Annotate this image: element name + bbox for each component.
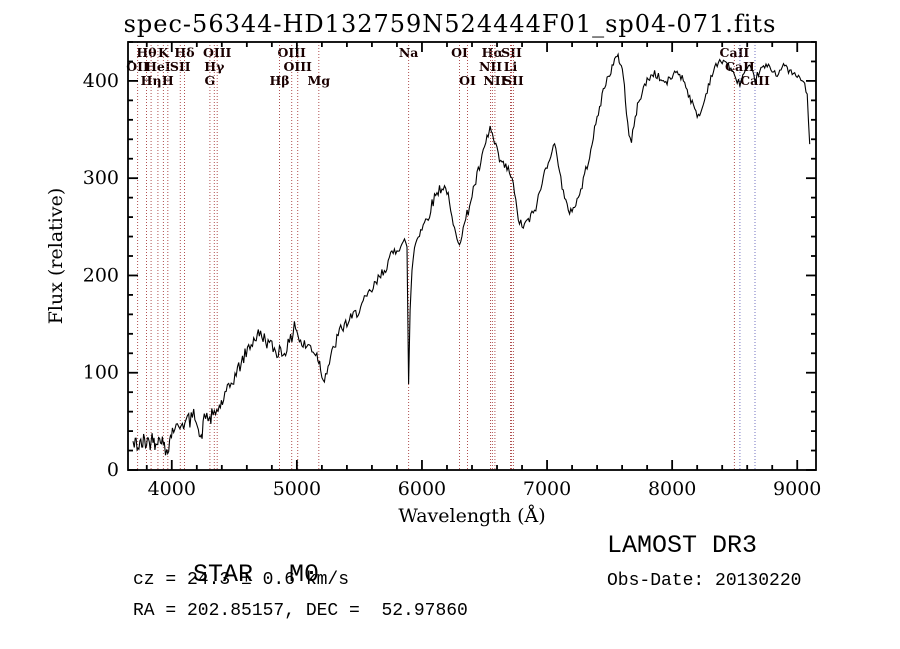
y-tick-label: 300 bbox=[83, 167, 119, 189]
y-tick-label: 0 bbox=[107, 459, 119, 481]
y-axis-label: Flux (relative) bbox=[45, 188, 67, 325]
line-label-Hγ: Hγ bbox=[204, 59, 225, 74]
survey-name: LAMOST DR3 bbox=[607, 531, 758, 560]
line-label-K: K bbox=[158, 45, 170, 60]
x-tick-label: 7000 bbox=[523, 478, 571, 500]
line-label-SII: SII bbox=[501, 45, 522, 60]
line-label-OI: OI bbox=[451, 45, 468, 60]
axes bbox=[127, 41, 817, 471]
line-label-H: H bbox=[162, 73, 174, 88]
object-class: STAR bbox=[193, 560, 254, 589]
x-tick-label: 6000 bbox=[398, 478, 446, 500]
line-label-Hα: Hα bbox=[482, 45, 504, 60]
x-tick-label: 4000 bbox=[148, 478, 196, 500]
line-label-SII: SII bbox=[503, 73, 524, 88]
x-axis-label: Wavelength (Å) bbox=[398, 505, 545, 527]
axes-box bbox=[127, 41, 817, 471]
line-label-Mg: Mg bbox=[308, 73, 331, 88]
line-label-HeI: HeI bbox=[145, 59, 171, 74]
line-label-Hδ: Hδ bbox=[174, 45, 194, 60]
cz-value: cz = 24.3 ± 0.6 km/s bbox=[133, 570, 350, 590]
y-tick-label: 200 bbox=[83, 264, 119, 286]
classification-line: STAR M0 bbox=[133, 531, 319, 618]
line-label-G: G bbox=[205, 73, 216, 88]
line-label-SII: SII bbox=[170, 59, 191, 74]
line-label-OI: OI bbox=[459, 73, 476, 88]
line-label-Hθ: Hθ bbox=[136, 45, 156, 60]
line-label-OIII: OIII bbox=[277, 45, 306, 60]
x-tick-label: 5000 bbox=[273, 478, 321, 500]
line-label-NII: NII bbox=[483, 73, 506, 88]
x-tick-label: 9000 bbox=[773, 478, 821, 500]
line-label-OII: OII bbox=[126, 59, 149, 74]
object-subclass: M0 bbox=[289, 560, 320, 589]
obs-date: Obs-Date: 20130220 bbox=[607, 571, 802, 591]
y-tick-label: 400 bbox=[83, 70, 119, 92]
ra-dec-value: RA = 202.85157, DEC = 52.97860 bbox=[133, 601, 468, 621]
y-tick-label: 100 bbox=[83, 362, 119, 384]
line-label-Na: Na bbox=[399, 45, 419, 60]
line-label-OIII: OIII bbox=[203, 45, 232, 60]
line-label-OIII: OIII bbox=[283, 59, 312, 74]
line-label-NII: NII bbox=[479, 59, 502, 74]
line-label-Hη: Hη bbox=[141, 73, 162, 88]
line-label-Li: Li bbox=[504, 59, 518, 74]
spectrum-curve bbox=[132, 52, 811, 456]
x-tick-label: 8000 bbox=[648, 478, 696, 500]
line-label-Hβ: Hβ bbox=[269, 73, 289, 88]
line-label-CaII: CaII bbox=[720, 45, 750, 60]
plot-title: spec-56344-HD132759N524444F01_sp04-071.f… bbox=[123, 10, 777, 38]
line-label-CaII: CaII bbox=[725, 59, 755, 74]
